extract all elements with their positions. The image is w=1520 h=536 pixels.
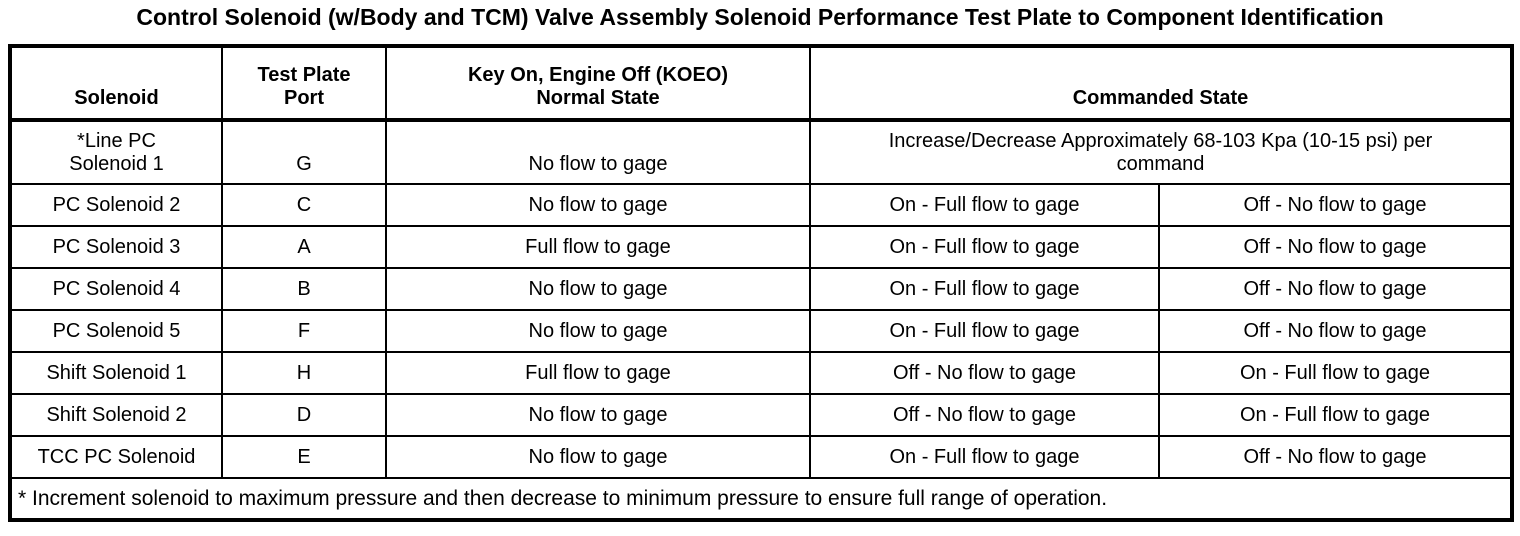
- commanded-cell-1: On - Full flow to gage: [809, 225, 1160, 269]
- commanded-cell-2: Off - No flow to gage: [1158, 267, 1513, 311]
- port-cell: H: [221, 351, 387, 395]
- table-row-pc-solenoid-5: PC Solenoid 5 F No flow to gage On - Ful…: [9, 309, 1513, 353]
- document-title: Control Solenoid (w/Body and TCM) Valve …: [136, 4, 1384, 30]
- header-koeo-normal-state: Key On, Engine Off (KOEO) Normal State: [385, 45, 811, 122]
- solenoid-cell: PC Solenoid 2: [9, 183, 223, 227]
- commanded-cell-1: On - Full flow to gage: [809, 435, 1160, 479]
- port-cell: G: [221, 119, 387, 185]
- koeo-cell: Full flow to gage: [385, 225, 811, 269]
- port-cell: E: [221, 435, 387, 479]
- table-row-tcc-pc-solenoid: TCC PC Solenoid E No flow to gage On - F…: [9, 435, 1513, 479]
- commanded-cell-2: On - Full flow to gage: [1158, 393, 1513, 437]
- koeo-cell: No flow to gage: [385, 393, 811, 437]
- solenoid-performance-table: Solenoid Test Plate Port Key On, Engine …: [8, 44, 1514, 522]
- header-solenoid: Solenoid: [9, 45, 223, 122]
- koeo-cell: No flow to gage: [385, 309, 811, 353]
- footnote-row: * Increment solenoid to maximum pressure…: [9, 477, 1513, 521]
- koeo-cell: No flow to gage: [385, 183, 811, 227]
- commanded-cell-1: On - Full flow to gage: [809, 309, 1160, 353]
- commanded-cell-2: Off - No flow to gage: [1158, 225, 1513, 269]
- port-cell: D: [221, 393, 387, 437]
- commanded-cell-1: On - Full flow to gage: [809, 183, 1160, 227]
- commanded-cell-2: Off - No flow to gage: [1158, 435, 1513, 479]
- koeo-cell: No flow to gage: [385, 267, 811, 311]
- solenoid-cell: *Line PC Solenoid 1: [9, 119, 223, 185]
- port-cell: C: [221, 183, 387, 227]
- commanded-cell-1: Off - No flow to gage: [809, 351, 1160, 395]
- header-commanded-state: Commanded State: [809, 45, 1513, 122]
- port-cell: A: [221, 225, 387, 269]
- commanded-cell-2: Off - No flow to gage: [1158, 309, 1513, 353]
- table-row-pc-solenoid-4: PC Solenoid 4 B No flow to gage On - Ful…: [9, 267, 1513, 311]
- footnote: * Increment solenoid to maximum pressure…: [9, 477, 1513, 521]
- header-test-plate-port: Test Plate Port: [221, 45, 387, 122]
- commanded-cell: Increase/Decrease Approximately 68-103 K…: [809, 119, 1513, 185]
- solenoid-cell: PC Solenoid 3: [9, 225, 223, 269]
- solenoid-cell: PC Solenoid 5: [9, 309, 223, 353]
- solenoid-cell: Shift Solenoid 2: [9, 393, 223, 437]
- koeo-cell: No flow to gage: [385, 119, 811, 185]
- table-row-line-pc-solenoid-1: *Line PC Solenoid 1 G No flow to gage In…: [9, 119, 1513, 185]
- commanded-cell-2: On - Full flow to gage: [1158, 351, 1513, 395]
- commanded-cell-2: Off - No flow to gage: [1158, 183, 1513, 227]
- koeo-cell: Full flow to gage: [385, 351, 811, 395]
- table-row-pc-solenoid-2: PC Solenoid 2 C No flow to gage On - Ful…: [9, 183, 1513, 227]
- table-row-shift-solenoid-2: Shift Solenoid 2 D No flow to gage Off -…: [9, 393, 1513, 437]
- commanded-cell-1: On - Full flow to gage: [809, 267, 1160, 311]
- port-cell: F: [221, 309, 387, 353]
- table-row-pc-solenoid-3: PC Solenoid 3 A Full flow to gage On - F…: [9, 225, 1513, 269]
- koeo-cell: No flow to gage: [385, 435, 811, 479]
- header-row: Solenoid Test Plate Port Key On, Engine …: [9, 45, 1513, 122]
- solenoid-cell: Shift Solenoid 1: [9, 351, 223, 395]
- table-row-shift-solenoid-1: Shift Solenoid 1 H Full flow to gage Off…: [9, 351, 1513, 395]
- port-cell: B: [221, 267, 387, 311]
- solenoid-cell: PC Solenoid 4: [9, 267, 223, 311]
- solenoid-cell: TCC PC Solenoid: [9, 435, 223, 479]
- commanded-cell-1: Off - No flow to gage: [809, 393, 1160, 437]
